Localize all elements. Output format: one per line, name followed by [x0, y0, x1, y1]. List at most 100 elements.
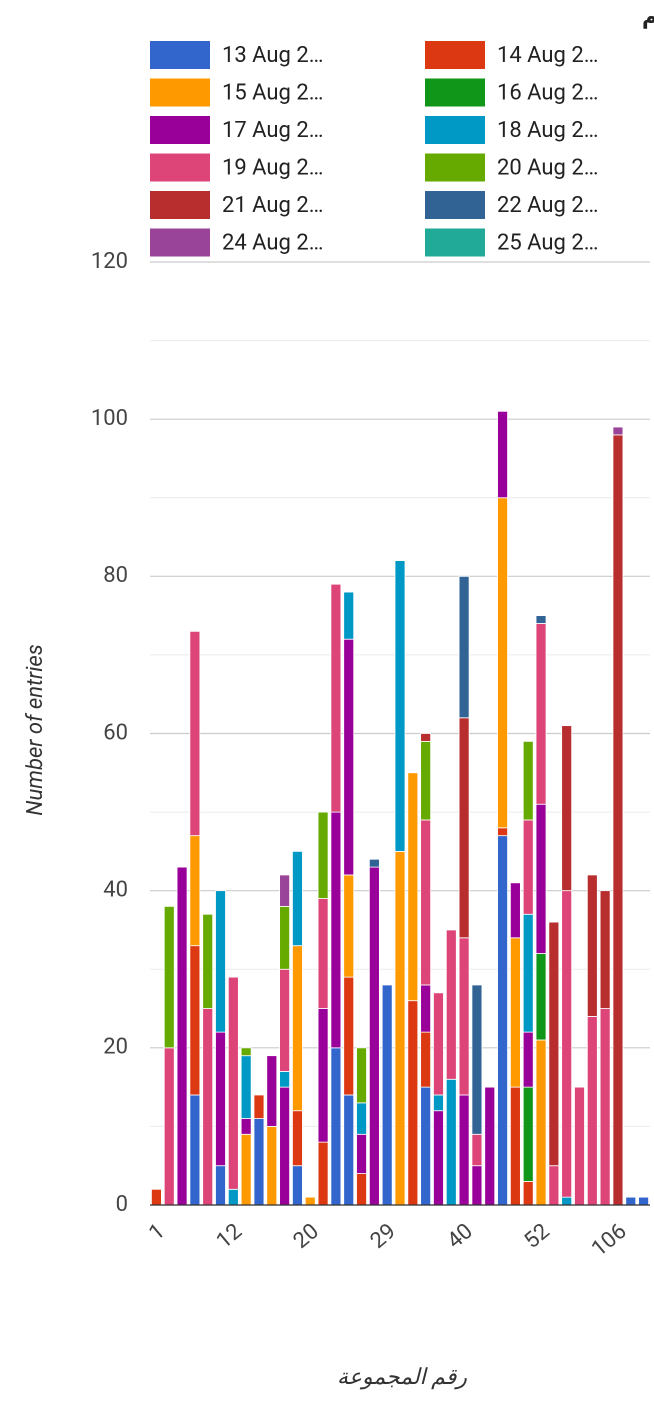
y-axis-title: Number of entries [23, 644, 48, 815]
legend-label: 24 Aug 2… [222, 230, 323, 255]
bar-segment [356, 1102, 367, 1135]
legend-swatch [425, 228, 485, 257]
bar-segment [330, 811, 342, 1049]
bar-segment [561, 1196, 573, 1206]
legend-swatch [150, 41, 210, 69]
bar-segment [612, 426, 624, 436]
bar-segment [522, 1086, 534, 1182]
bar-segment [599, 1008, 611, 1206]
bar-segment [497, 497, 508, 829]
bar-segment [202, 913, 214, 1009]
bar-segment [574, 1086, 585, 1206]
bar-segment [394, 560, 406, 852]
bar-segment [420, 740, 432, 821]
bar-segment [215, 1165, 226, 1206]
bar-segment [343, 591, 355, 640]
bar-segment [458, 1094, 470, 1206]
y-tick-label: 20 [103, 1035, 128, 1060]
bar-segment [343, 1094, 355, 1206]
bar-segment [317, 811, 329, 899]
bar-segment [292, 1165, 303, 1206]
legend-swatch [425, 78, 485, 107]
bar-segment [368, 858, 380, 868]
bar-segment [509, 937, 521, 1088]
y-tick-label: 40 [103, 877, 128, 902]
legend-label: 22 Aug 2… [497, 193, 598, 218]
bar-segment [586, 874, 598, 1017]
bar-segment [189, 630, 201, 837]
bar-segment [586, 1016, 598, 1206]
legend-swatch [425, 41, 485, 69]
bar-segment [343, 976, 355, 1096]
bar-segment [176, 866, 188, 1206]
bar-segment [266, 1055, 278, 1127]
bar-segment [381, 984, 393, 1206]
x-axis-title: رقم المجموعة [337, 1365, 467, 1390]
bar-segment [638, 1196, 649, 1206]
bar-segment [317, 1008, 329, 1143]
bar-segment [522, 1181, 534, 1206]
legend-swatch [150, 191, 210, 219]
bar-segment [356, 1133, 367, 1174]
bar-segment [445, 1078, 457, 1206]
bar-segment [497, 835, 508, 1206]
y-tick-label: 100 [91, 406, 128, 431]
bar-segment [151, 1188, 162, 1206]
bar-segment [612, 434, 624, 1206]
x-tick-label: 1 [144, 1219, 170, 1246]
bar-segment [497, 410, 508, 499]
legend-swatch [425, 191, 485, 219]
bar-segment [420, 984, 432, 1033]
bar-segment [458, 937, 470, 1096]
bar-segment [253, 1094, 265, 1119]
legend-label: 20 Aug 2… [497, 155, 598, 180]
bar-segment [292, 945, 303, 1112]
bar-segment [356, 1047, 367, 1104]
bar-segment [227, 1188, 239, 1206]
legend-swatch [150, 153, 210, 182]
bar-segment [215, 1031, 226, 1167]
bar-segment [292, 850, 303, 947]
bar-segment [227, 976, 239, 1190]
bar-segment [420, 819, 432, 986]
x-tick-label: 106 [587, 1219, 631, 1262]
legend-swatch [425, 153, 485, 182]
bar-segment [535, 803, 547, 954]
legend-swatch [425, 116, 485, 144]
bar-segment [471, 1133, 483, 1167]
legend-swatch [150, 228, 210, 257]
bar-segment [343, 874, 355, 978]
legend-label: 13 Aug 2… [222, 43, 323, 68]
bar-segment [561, 725, 573, 892]
bar-segment [548, 921, 560, 1167]
bar-segment [253, 1118, 265, 1206]
bar-segment [561, 890, 573, 1198]
bar-segment [279, 1071, 291, 1088]
bar-segment [240, 1118, 252, 1135]
bar-segment [522, 819, 534, 915]
bar-segment [420, 1031, 432, 1088]
bar-segment [189, 1094, 201, 1206]
y-tick-label: 0 [116, 1192, 128, 1217]
x-tick-label: 52 [520, 1219, 555, 1254]
y-tick-label: 80 [103, 563, 128, 588]
bar-segment [394, 850, 406, 1206]
bar-segment [599, 890, 611, 1009]
legend-label: 16 Aug 2… [497, 80, 598, 105]
bar-segment [509, 1086, 521, 1206]
y-tick-label: 120 [91, 249, 128, 274]
bar-segment [292, 1110, 303, 1167]
bar-segment [202, 1008, 214, 1206]
x-tick-label: 29 [366, 1219, 401, 1254]
bar-segment [163, 1047, 175, 1206]
bar-segment [407, 1000, 419, 1206]
bar-segment [240, 1047, 252, 1057]
bar-segment [433, 1094, 444, 1112]
bar-segment [189, 945, 201, 1096]
legend-label: 14 Aug 2… [497, 43, 598, 68]
bar-segment [433, 1110, 444, 1206]
bar-segment [535, 615, 547, 624]
legend-label: 19 Aug 2… [222, 155, 323, 180]
bar-segment [330, 583, 342, 813]
